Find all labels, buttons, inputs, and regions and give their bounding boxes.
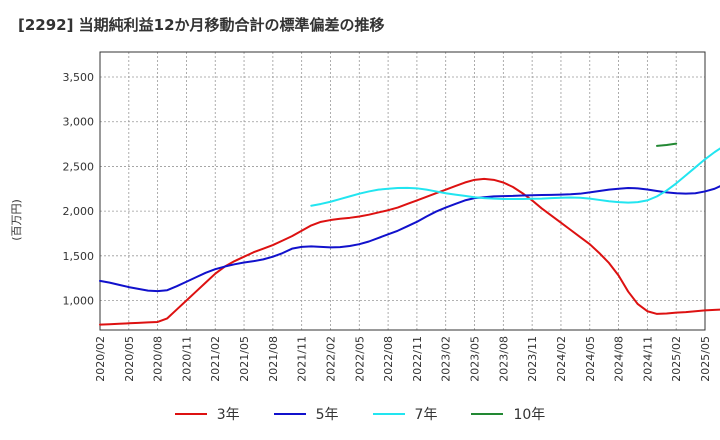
x-tick-label: 2020/02 (94, 336, 107, 382)
x-tick-label: 2024/02 (555, 336, 568, 382)
x-tick-label: 2021/11 (296, 336, 309, 382)
x-tick-label: 2020/11 (180, 336, 193, 382)
legend-item-5y: 5年 (273, 404, 339, 424)
plot-area-border (99, 51, 706, 331)
legend-item-10y: 10年 (471, 404, 545, 424)
y-tick-label: 2,000 (63, 205, 95, 218)
y-tick-label: 1,500 (63, 250, 95, 263)
legend: 3年 5年 7年 10年 (0, 402, 720, 426)
x-tick-label: 2023/05 (469, 336, 482, 382)
legend-label-10y: 10年 (513, 407, 546, 423)
x-tick-label: 2021/05 (238, 336, 251, 382)
legend-label-5y: 5年 (315, 407, 339, 423)
x-tick-label: 2023/08 (497, 336, 510, 382)
series-line-10年 (655, 142, 678, 147)
x-tick-label: 2020/08 (152, 336, 165, 382)
legend-item-3y: 3年 (174, 404, 240, 424)
x-tick-label: 2023/11 (526, 336, 539, 382)
x-tick-label: 2022/11 (411, 336, 424, 382)
x-tick-label: 2020/05 (123, 336, 136, 382)
legend-swatch-3y (174, 413, 207, 415)
x-tick-label: 2021/02 (209, 336, 222, 382)
series-line-3年 (99, 177, 720, 326)
x-tick-label: 2021/08 (267, 336, 280, 382)
x-tick-label: 2025/02 (670, 336, 683, 382)
legend-label-7y: 7年 (414, 407, 438, 423)
series-line-7年 (310, 147, 720, 207)
x-tick-label: 2023/02 (440, 336, 453, 382)
x-tick-label: 2024/08 (613, 336, 626, 382)
legend-swatch-5y (273, 413, 306, 415)
legend-label-3y: 3年 (216, 407, 240, 423)
x-tick-label: 2024/05 (584, 336, 597, 382)
y-tick-label: 3,000 (63, 116, 95, 129)
y-tick-label: 1,000 (63, 295, 95, 308)
y-tick-label: 3,500 (63, 71, 95, 84)
legend-swatch-7y (372, 413, 405, 415)
x-tick-label: 2025/05 (699, 336, 712, 382)
y-tick-label: 2,500 (63, 160, 95, 173)
legend-swatch-10y (471, 413, 504, 415)
x-tick-label: 2024/11 (641, 336, 654, 382)
chart-title: [2292] 当期純利益12か月移動合計の標準偏差の推移 (18, 16, 385, 34)
x-tick-label: 2022/08 (382, 336, 395, 382)
legend-item-7y: 7年 (372, 404, 438, 424)
series-line-5年 (99, 185, 720, 293)
x-tick-label: 2022/02 (324, 336, 337, 382)
x-tick-label: 2022/05 (353, 336, 366, 382)
